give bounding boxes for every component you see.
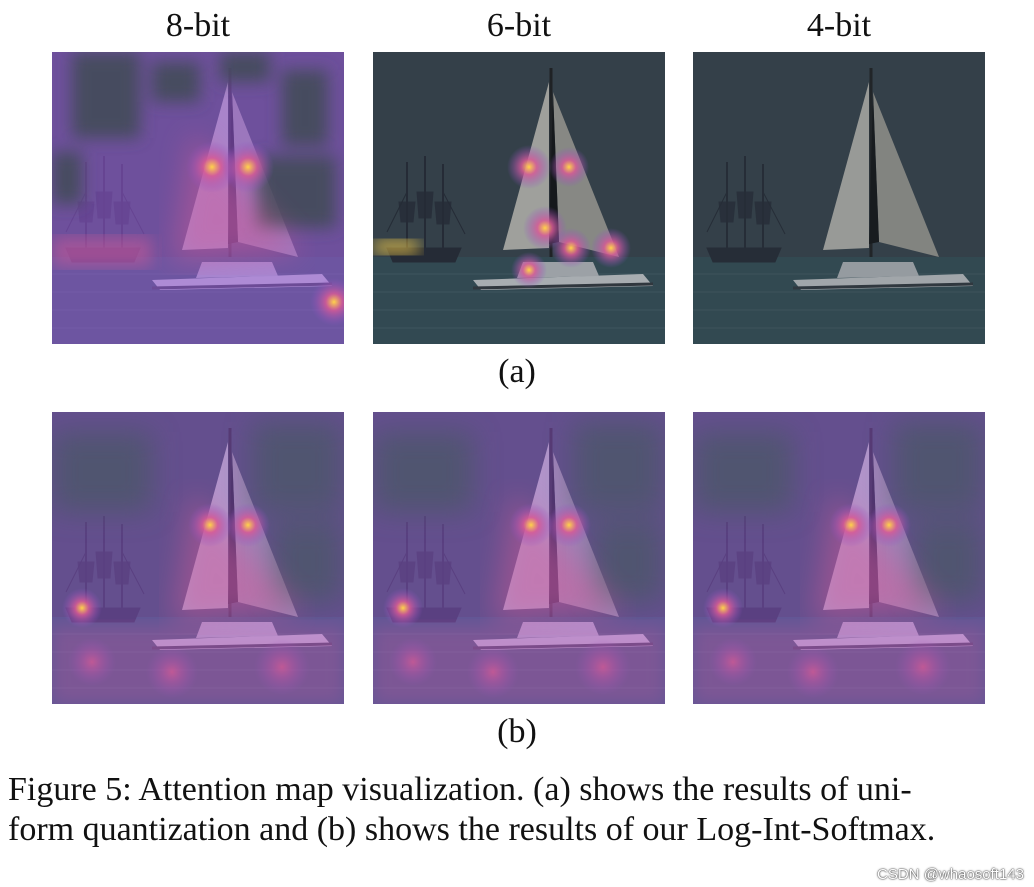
attention-overlay	[373, 412, 665, 704]
sailboat-attention-image	[693, 52, 985, 344]
watermark: CSDN @whaosoft143	[877, 866, 1024, 883]
sailboat-attention-image	[52, 52, 344, 344]
sailboat-attention-image	[52, 412, 344, 704]
sailboat-attention-image	[693, 412, 985, 704]
sailboat-attention-image	[373, 412, 665, 704]
attention-map-uniform-8bit	[52, 52, 344, 344]
figure-caption: Figure 5: Attention map visualization. (…	[8, 770, 1032, 850]
row-label-b: (b)	[497, 713, 537, 750]
attention-overlay	[693, 52, 985, 344]
column-title-4bit: 4-bit	[806, 7, 872, 44]
attention-overlay	[52, 412, 344, 704]
caption-line-1: Figure 5: Attention map visualization. (…	[8, 771, 912, 808]
attention-map-log-int-softmax-4bit	[693, 412, 985, 704]
sailboat-attention-image	[373, 52, 665, 344]
column-title-6bit: 6-bit	[486, 7, 552, 44]
tall-ship	[706, 156, 786, 263]
row-label-a: (a)	[498, 353, 536, 390]
attention-overlay	[373, 52, 665, 344]
column-title-8bit: 8-bit	[165, 7, 231, 44]
caption-line-2: form quantization and (b) shows the resu…	[8, 811, 936, 848]
attention-map-log-int-softmax-6bit	[373, 412, 665, 704]
attention-overlay	[693, 412, 985, 704]
sea-texture	[373, 273, 665, 329]
sea	[693, 257, 985, 344]
attention-map-log-int-softmax-8bit	[52, 412, 344, 704]
attention-map-uniform-4bit	[693, 52, 985, 344]
attention-map-uniform-6bit	[373, 52, 665, 344]
sailboat	[792, 68, 974, 290]
attention-overlay	[52, 52, 344, 344]
